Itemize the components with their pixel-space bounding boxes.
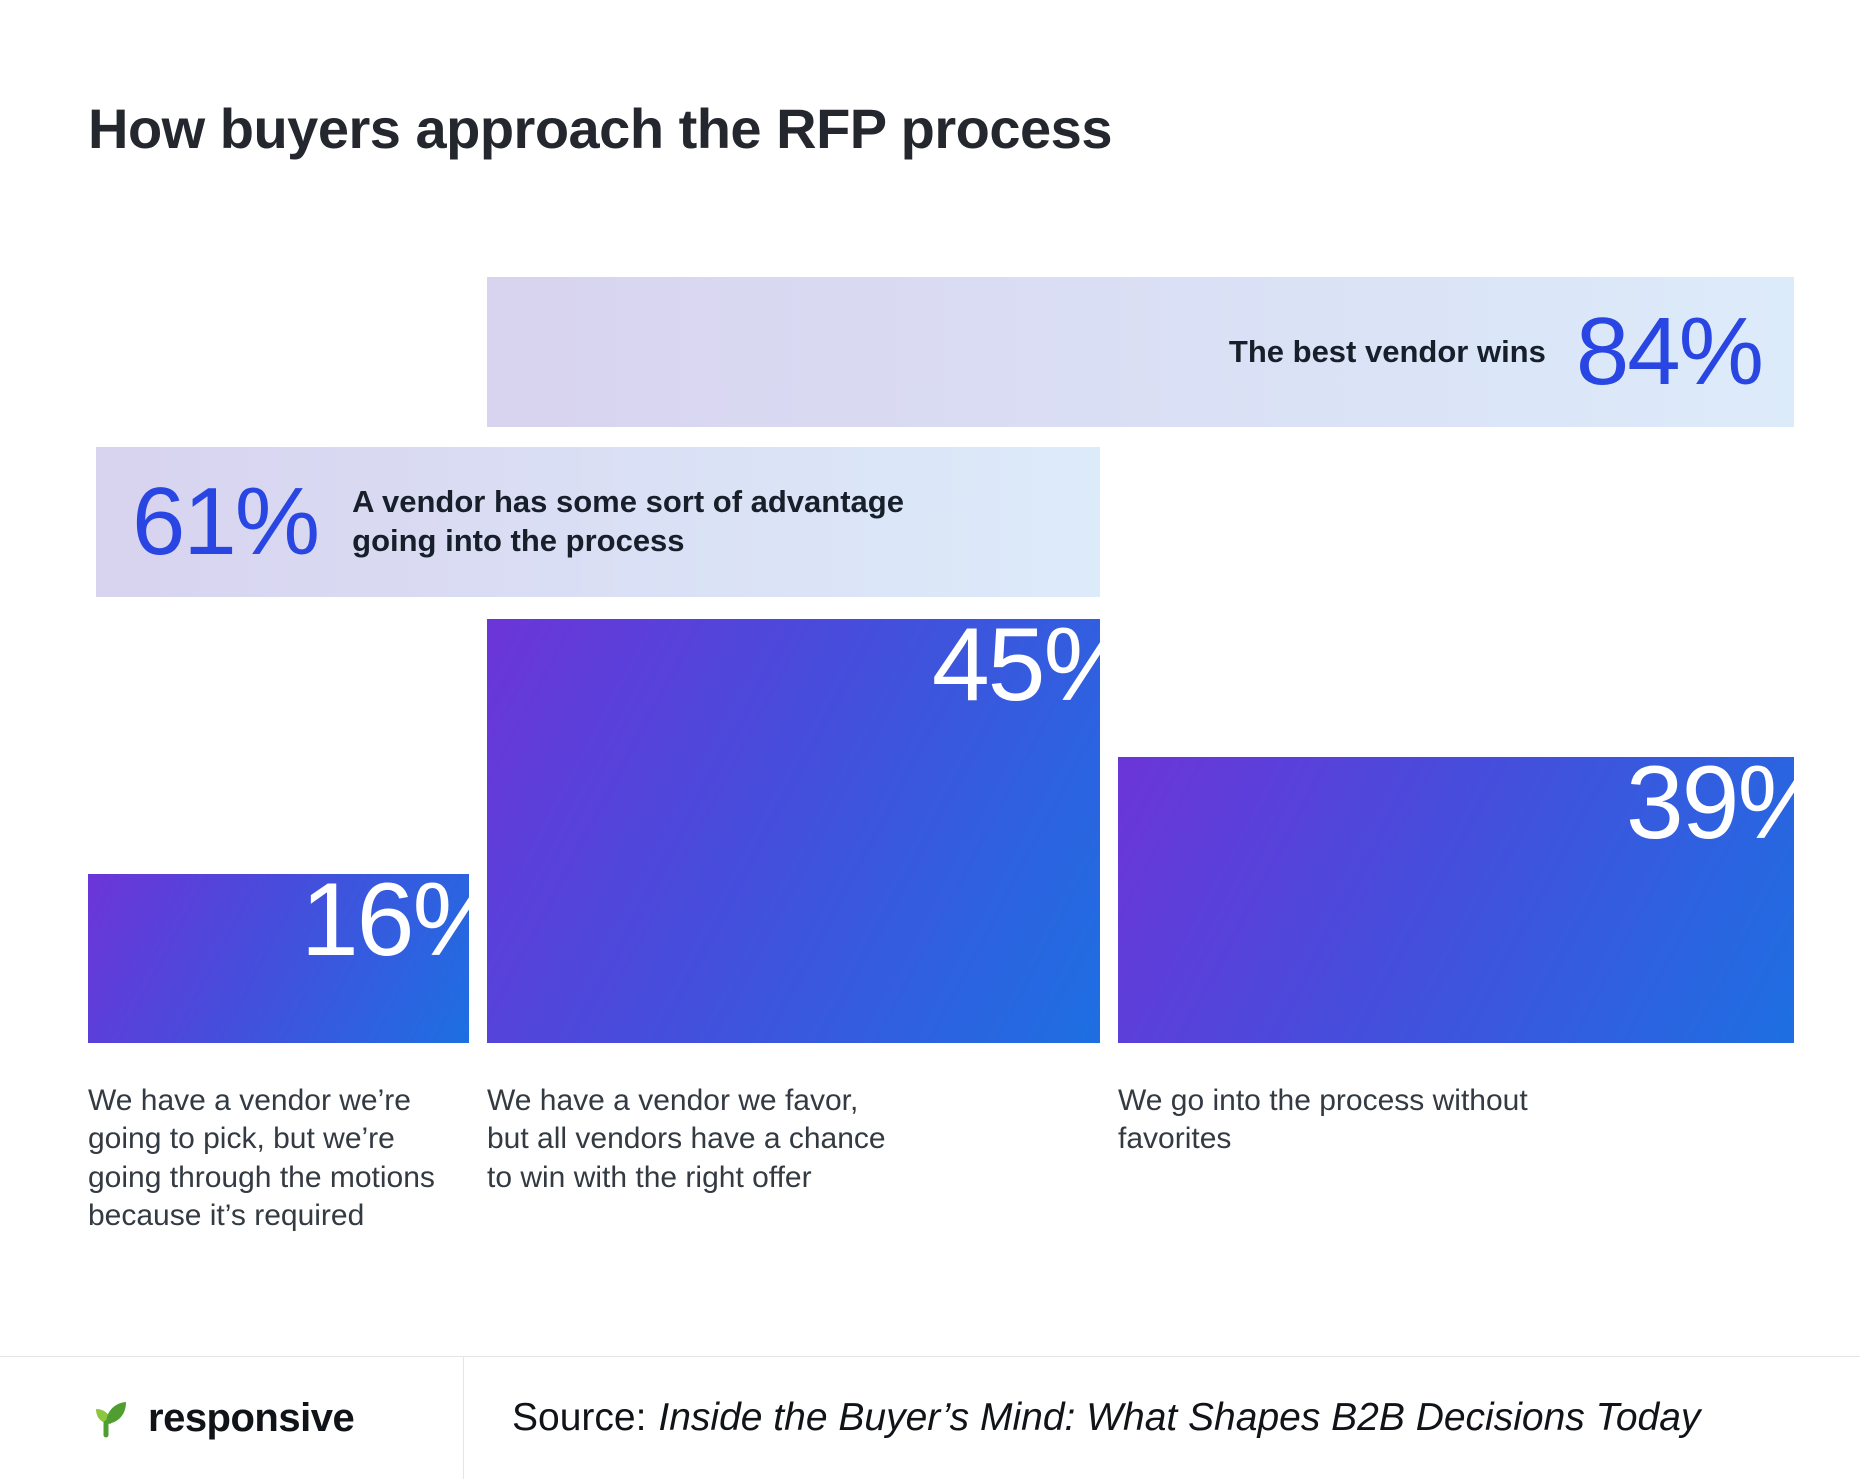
category-label-favored-vendor-open: We have a vendor we favor, but all vendo… — [487, 1084, 886, 1194]
category-label-required-motions: We have a vendor we’re going to pick, bu… — [88, 1084, 435, 1233]
bar-no-favorites: 39% — [1118, 751, 1830, 1043]
responsive-logo-icon — [96, 1402, 126, 1438]
page-title: How buyers approach the RFP process — [88, 97, 1112, 160]
summary-label-vendor-advantage: A vendor has some sort of advantage goin… — [352, 484, 904, 558]
brand-logo: responsive — [88, 1357, 355, 1479]
source-title: Inside the Buyer’s Mind: What Shapes B2B… — [658, 1396, 1701, 1439]
footer-divider — [0, 1356, 1860, 1357]
bar-value-no-favorites: 39% — [1625, 745, 1830, 861]
summary-label-best-vendor: The best vendor wins — [1228, 333, 1546, 369]
footer-vertical-divider — [463, 1357, 464, 1479]
bar-favored-vendor-open: 45% — [487, 613, 1136, 1043]
brand-name: responsive — [148, 1395, 355, 1440]
bar-value-favored-vendor-open: 45% — [931, 607, 1136, 723]
summary-bar-vendor-advantage: 61% A vendor has some sort of advantage … — [96, 447, 1100, 597]
bar-value-required-motions: 16% — [300, 862, 505, 978]
category-label-no-favorites: We go into the process without favorites — [1118, 1084, 1528, 1156]
source-prefix: Source: — [512, 1396, 647, 1439]
bar-required-motions: 16% — [88, 868, 505, 1043]
source-line: Source: Inside the Buyer’s Mind: What Sh… — [512, 1357, 1700, 1479]
summary-value-best-vendor: 84% — [1575, 298, 1764, 405]
summary-value-vendor-advantage: 61% — [132, 468, 320, 575]
summary-bar-best-vendor: The best vendor wins 84% — [487, 277, 1794, 427]
